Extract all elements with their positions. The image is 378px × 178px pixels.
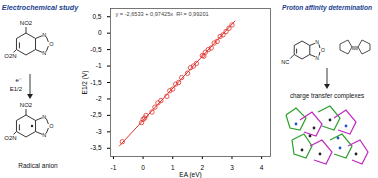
- svg-text:O: O: [49, 41, 54, 47]
- svg-text:0: 0: [141, 164, 145, 171]
- svg-text:N: N: [315, 55, 319, 61]
- svg-text:-2: -2: [96, 95, 102, 102]
- svg-text:0: 0: [98, 29, 102, 36]
- svg-text:O2N: O2N: [4, 135, 16, 141]
- svg-text:-0,5: -0,5: [90, 46, 102, 53]
- svg-text:-2,5: -2,5: [90, 111, 102, 118]
- svg-text:-3: -3: [96, 128, 102, 135]
- svg-text:0,5: 0,5: [92, 13, 101, 20]
- svg-text:E1/2: E1/2: [10, 86, 23, 92]
- svg-text:-3,5: -3,5: [90, 144, 102, 151]
- svg-text:O: O: [321, 47, 325, 53]
- svg-text:Radical anion: Radical anion: [18, 162, 58, 169]
- svg-text:O2N: O2N: [4, 53, 16, 59]
- svg-text:NO2: NO2: [20, 20, 33, 26]
- svg-text:N: N: [42, 114, 46, 120]
- svg-text:E1/2 (V): E1/2 (V): [81, 71, 89, 95]
- svg-text:NO2: NO2: [20, 102, 33, 108]
- svg-text:EA (eV): EA (eV): [179, 171, 201, 178]
- svg-text:N: N: [315, 39, 319, 45]
- svg-text:-1,5: -1,5: [90, 79, 102, 86]
- svg-text:y = -2,6533 + 0,97425x R² = 0: y = -2,6533 + 0,97425x R² = 0,99201: [116, 11, 209, 17]
- svg-text:Electrochemical study: Electrochemical study: [2, 3, 79, 12]
- svg-text:N: N: [42, 132, 46, 138]
- svg-text:1: 1: [171, 164, 175, 171]
- svg-text:4: 4: [260, 164, 264, 171]
- svg-text:O: O: [49, 123, 54, 129]
- svg-text:N: N: [42, 32, 46, 38]
- svg-text:charge transfer complexes: charge transfer complexes: [290, 92, 364, 100]
- svg-text:2: 2: [200, 164, 205, 172]
- svg-text:-1: -1: [111, 164, 117, 171]
- svg-text:Proton affinity determination: Proton affinity determination: [282, 4, 372, 12]
- svg-text:e⁻: e⁻: [15, 77, 22, 83]
- svg-text:3: 3: [230, 164, 234, 171]
- svg-text:NC: NC: [281, 59, 289, 65]
- svg-text:N: N: [42, 50, 46, 56]
- svg-text:-1: -1: [96, 62, 102, 69]
